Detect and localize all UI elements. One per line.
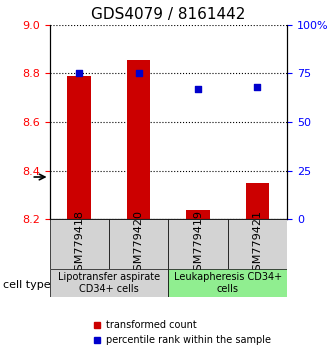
Point: [255, 84, 260, 90]
FancyBboxPatch shape: [50, 219, 109, 269]
Bar: [67, 76, 91, 219]
Point: [136, 70, 141, 76]
Point: [77, 70, 82, 76]
Text: GSM779418: GSM779418: [74, 210, 84, 278]
Bar: [186, 210, 210, 219]
Text: cell type: cell type: [3, 280, 51, 290]
FancyBboxPatch shape: [50, 269, 168, 297]
Text: Lipotransfer aspirate
CD34+ cells: Lipotransfer aspirate CD34+ cells: [58, 272, 160, 294]
Text: GSM779421: GSM779421: [252, 210, 262, 278]
Point: [195, 86, 201, 92]
FancyBboxPatch shape: [168, 269, 287, 297]
Title: GDS4079 / 8161442: GDS4079 / 8161442: [91, 7, 246, 22]
Bar: [127, 60, 150, 219]
Text: GSM779419: GSM779419: [193, 210, 203, 278]
Bar: [246, 183, 269, 219]
Text: Leukapheresis CD34+
cells: Leukapheresis CD34+ cells: [174, 272, 282, 294]
Legend: transformed count, percentile rank within the sample: transformed count, percentile rank withi…: [88, 316, 275, 349]
FancyBboxPatch shape: [168, 219, 228, 269]
FancyBboxPatch shape: [228, 219, 287, 269]
Text: GSM779420: GSM779420: [134, 210, 144, 278]
FancyBboxPatch shape: [109, 219, 168, 269]
